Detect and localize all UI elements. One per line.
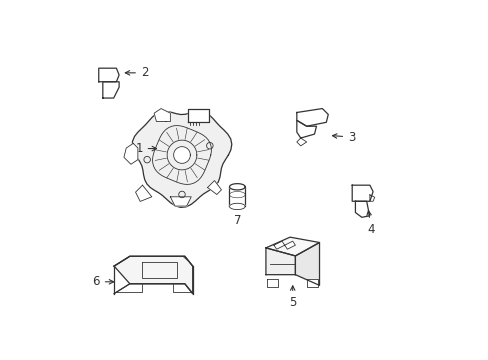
Polygon shape bbox=[229, 187, 244, 206]
Polygon shape bbox=[296, 109, 327, 126]
Polygon shape bbox=[273, 241, 284, 249]
Polygon shape bbox=[296, 138, 306, 146]
Polygon shape bbox=[207, 180, 221, 194]
Text: 5: 5 bbox=[288, 286, 296, 309]
Text: 7: 7 bbox=[233, 204, 241, 227]
Polygon shape bbox=[284, 241, 295, 249]
Polygon shape bbox=[265, 248, 295, 275]
Polygon shape bbox=[173, 147, 190, 163]
Polygon shape bbox=[229, 184, 244, 190]
Text: 3: 3 bbox=[332, 131, 355, 144]
Polygon shape bbox=[135, 185, 151, 202]
Polygon shape bbox=[154, 109, 170, 122]
Polygon shape bbox=[187, 109, 208, 122]
Polygon shape bbox=[114, 256, 192, 294]
Polygon shape bbox=[296, 120, 316, 138]
Polygon shape bbox=[369, 195, 374, 201]
Polygon shape bbox=[355, 201, 369, 217]
Polygon shape bbox=[351, 185, 372, 201]
Text: 1: 1 bbox=[135, 142, 156, 155]
Polygon shape bbox=[170, 197, 191, 206]
Polygon shape bbox=[99, 68, 119, 82]
Polygon shape bbox=[132, 112, 231, 207]
Polygon shape bbox=[265, 237, 319, 256]
Text: 4: 4 bbox=[366, 211, 374, 236]
Polygon shape bbox=[142, 262, 177, 278]
Text: 2: 2 bbox=[125, 66, 148, 79]
Polygon shape bbox=[102, 82, 119, 98]
Polygon shape bbox=[229, 203, 244, 210]
Polygon shape bbox=[114, 256, 192, 294]
Polygon shape bbox=[123, 143, 138, 164]
Polygon shape bbox=[295, 243, 319, 285]
Polygon shape bbox=[267, 279, 277, 287]
Text: 6: 6 bbox=[92, 275, 113, 288]
Polygon shape bbox=[307, 279, 318, 287]
